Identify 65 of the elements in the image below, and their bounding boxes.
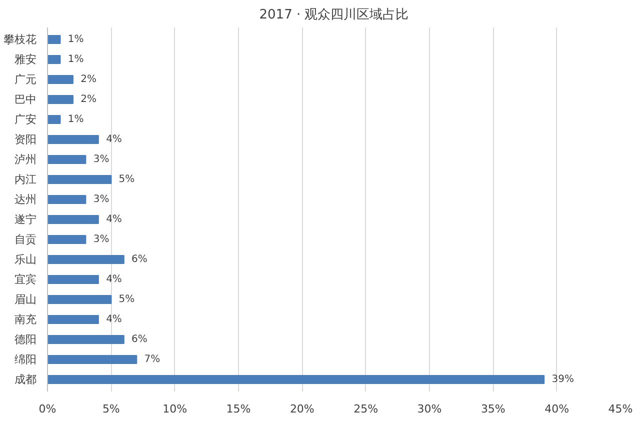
data-label: 5% [118, 294, 135, 305]
x-tick-label: 30% [417, 402, 442, 416]
data-label: 2% [80, 94, 96, 105]
data-label: 5% [118, 174, 135, 185]
data-label: 4% [106, 134, 122, 145]
y-tick-label: 达州 [14, 193, 36, 206]
data-label: 1% [68, 114, 84, 125]
y-tick-label: 绵阳 [14, 353, 36, 366]
y-tick-label: 内江 [14, 173, 36, 186]
bar [48, 315, 99, 324]
y-tick-label: 广安 [14, 113, 36, 126]
y-tick-label: 泸州 [14, 153, 36, 166]
y-tick-label: 广元 [14, 73, 36, 86]
bar [48, 295, 112, 304]
y-tick-label: 德阳 [14, 333, 36, 346]
y-tick-label: 自贡 [14, 233, 36, 246]
y-tick-label: 南充 [14, 313, 36, 326]
y-tick-label: 宜宾 [14, 273, 36, 286]
x-tick-label: 25% [354, 402, 378, 416]
y-tick-label: 乐山 [14, 253, 36, 266]
x-tick-label: 10% [162, 402, 188, 416]
data-label: 3% [93, 154, 110, 165]
x-tick-label: 35% [480, 402, 506, 416]
data-label: 6% [132, 334, 148, 345]
bar [48, 75, 74, 84]
chart-title: 2017 · 观众四川区域占比 [259, 8, 409, 22]
bar [48, 55, 61, 64]
y-tick-label: 资阳 [14, 133, 36, 146]
y-tick-label: 眉山 [14, 293, 36, 306]
x-tick-label: 45% [608, 402, 633, 416]
y-tick-label: 巴中 [14, 93, 36, 106]
x-tick-label: 0% [38, 402, 56, 416]
y-tick-label: 成都 [14, 373, 36, 386]
data-label: 2% [80, 74, 96, 85]
bar [48, 115, 61, 124]
data-label: 4% [106, 314, 122, 325]
bar [48, 255, 124, 264]
y-tick-label: 攀枝花 [4, 33, 36, 46]
bar [48, 195, 86, 204]
y-tick-label: 遂宁 [14, 213, 36, 226]
data-label: 1% [68, 54, 84, 65]
data-label: 4% [106, 274, 122, 285]
bar [48, 275, 99, 284]
bar [48, 375, 545, 384]
bar [48, 135, 99, 144]
bar [48, 215, 99, 224]
data-label: 39% [552, 374, 574, 385]
x-tick-label: 40% [544, 402, 570, 416]
bar [48, 355, 138, 364]
data-label: 1% [68, 34, 84, 45]
data-label: 3% [93, 194, 110, 205]
bar [48, 235, 86, 244]
bar [48, 35, 61, 44]
bar [48, 175, 112, 184]
x-tick-label: 15% [226, 402, 251, 416]
x-tick-label: 20% [290, 402, 314, 416]
y-tick-label: 雅安 [14, 53, 36, 66]
bar [48, 335, 124, 344]
data-label: 6% [132, 254, 148, 265]
bar [48, 95, 74, 104]
x-tick-label: 5% [102, 402, 120, 416]
data-label: 3% [93, 234, 110, 245]
data-label: 7% [144, 354, 160, 365]
data-label: 4% [106, 214, 122, 225]
bar [48, 155, 86, 164]
